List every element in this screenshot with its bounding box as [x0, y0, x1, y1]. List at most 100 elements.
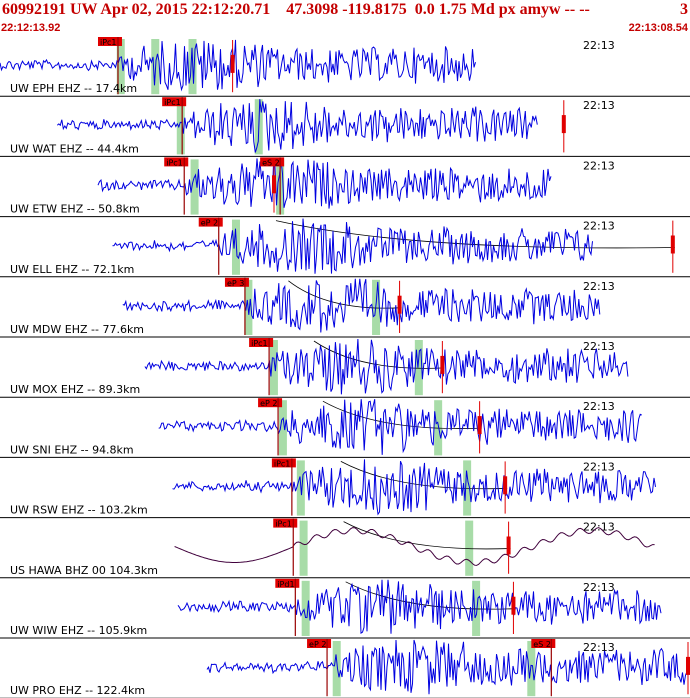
pick-window [299, 520, 308, 576]
pick-window [269, 340, 278, 396]
station-row: 22:13 iPc1 eS 2 UW ETW EHZ -- 50.8km [0, 157, 690, 218]
pick-label: iPc1 [100, 38, 117, 47]
waveform-trace [112, 218, 593, 274]
pick-window [472, 580, 481, 636]
station-label: UW WIW EHZ -- 105.9km [10, 624, 147, 637]
station-row: 22:13 eP 3 UW MDW EHZ -- 77.6km [0, 277, 690, 338]
waveform-trace [56, 99, 538, 153]
pick-label: eP 3 [227, 279, 244, 288]
waveform-trace [158, 399, 642, 455]
coda-marker [686, 656, 690, 675]
station-row: 22:13 iPc1 UW WAT EHZ -- 44.4km [0, 97, 690, 157]
pick-window [190, 159, 199, 215]
time-marker-label: 22:13 [583, 400, 615, 413]
station-row: 22:13 eP 2 UW ELL EHZ -- 72.1km [0, 217, 690, 278]
pick-flag [162, 97, 187, 107]
pick-window [463, 460, 472, 516]
time-start-label: 22:12:13.92 [1, 22, 61, 34]
coda-marker [440, 355, 445, 374]
station-label: UW SNI EHZ -- 94.8km [10, 443, 134, 456]
coda-marker [511, 596, 516, 615]
pick-flag [224, 277, 249, 287]
pick-window [414, 340, 423, 396]
station-row: 22:13 iPc1 UW RSW EHZ -- 103.2km [0, 458, 690, 519]
station-label: UW RSW EHZ -- 103.2km [10, 504, 148, 517]
pick-window [231, 219, 240, 275]
station-row: 22:13 iPc1 UW EPH EHZ -- 17.4km [0, 37, 690, 97]
station-row: 22:13 iPd1 UW WIW EHZ -- 105.9km [0, 578, 690, 639]
station-label: UW ELL EHZ -- 72.1km [10, 263, 134, 276]
pick-window [176, 99, 185, 155]
station-row: 22:13 iPc1 US HAWA BHZ 00 104.3km [0, 518, 690, 579]
event-count: 3 [680, 1, 688, 18]
coda-marker [561, 115, 566, 134]
time-marker-label: 22:13 [583, 39, 615, 52]
time-marker-label: 22:13 [583, 280, 615, 293]
pick-window [465, 520, 474, 576]
pick-label: iPc1 [275, 520, 292, 529]
waveform-trace [172, 459, 656, 516]
waveform-trace [174, 527, 655, 566]
pick-label: eS 2 [262, 158, 280, 167]
pick-label: iPc1 [166, 158, 183, 167]
time-end-label: 22:13:08.54 [628, 22, 688, 34]
pick-label: eS 2 [533, 640, 551, 649]
waveform-trace [206, 639, 690, 695]
travel-time-curve [313, 340, 445, 369]
seismogram-chart: 22:13 iPc1 UW EPH EHZ -- 17.4km 22:13 iPc1 UW… [0, 37, 690, 698]
travel-time-curve [275, 220, 675, 249]
coda-marker [506, 536, 511, 555]
time-marker-label: 22:13 [583, 521, 615, 534]
pick-label: iPc1 [251, 339, 268, 348]
pick-flag [198, 217, 223, 227]
pick-flag [275, 578, 300, 588]
time-marker-label: 22:13 [583, 641, 615, 654]
pick-label: eP 2 [260, 399, 277, 408]
time-marker-label: 22:13 [583, 159, 615, 172]
pick-label: iPc1 [274, 459, 291, 468]
station-row: 22:13 eP 2 UW SNI EHZ -- 94.8km [0, 398, 690, 458]
waveform-trace [0, 39, 476, 92]
pick-label: iPc1 [164, 98, 181, 107]
travel-time-curve [340, 461, 508, 490]
pick-flag [97, 37, 122, 46]
travel-time-curve [322, 400, 482, 429]
coda-marker [272, 175, 276, 194]
pick-flag [271, 458, 296, 468]
pick-flag [273, 518, 298, 528]
station-label: US HAWA BHZ 00 104.3km [10, 564, 158, 577]
pick-label: eP 2 [201, 219, 218, 228]
station-row: 22:13 eP 2 eS 2 UW PRO EHZ -- 122.4km [0, 639, 690, 698]
waveform-trace [177, 579, 662, 634]
travel-time-curve [343, 521, 511, 550]
pick-window [527, 641, 536, 697]
coda-marker [670, 235, 675, 254]
waveform-trace [122, 278, 601, 333]
pick-label: iPd1 [277, 580, 294, 589]
event-header: 60992191 UW Apr 02, 2015 22:12:20.71 47.… [0, 0, 690, 38]
time-marker-label: 22:13 [583, 99, 615, 112]
waveform-trace [144, 338, 629, 395]
pick-flag [258, 398, 283, 408]
time-marker-label: 22:13 [583, 220, 615, 233]
station-row: 22:13 iPc1 UW MOX EHZ -- 89.3km [0, 338, 690, 398]
pick-flag [260, 157, 285, 167]
time-marker-label: 22:13 [583, 460, 615, 473]
station-label: UW MDW EHZ -- 77.6km [10, 323, 144, 336]
station-label: UW PRO EHZ -- 122.4km [10, 684, 145, 697]
pick-window [116, 39, 125, 95]
pick-window [301, 580, 310, 636]
pick-window [332, 641, 341, 697]
station-label: UW WAT EHZ -- 44.4km [10, 142, 139, 155]
coda-marker [397, 295, 402, 314]
station-label: UW ETW EHZ -- 50.8km [10, 203, 140, 216]
pick-flag [307, 639, 332, 648]
event-title: 60992191 UW Apr 02, 2015 22:12:20.71 47.… [2, 1, 590, 18]
coda-marker [230, 54, 235, 73]
pick-flag [249, 338, 274, 347]
coda-marker [503, 476, 508, 495]
time-marker-label: 22:13 [583, 340, 615, 353]
coda-marker [477, 416, 482, 435]
pick-window [278, 400, 287, 456]
time-marker-label: 22:13 [583, 581, 615, 594]
